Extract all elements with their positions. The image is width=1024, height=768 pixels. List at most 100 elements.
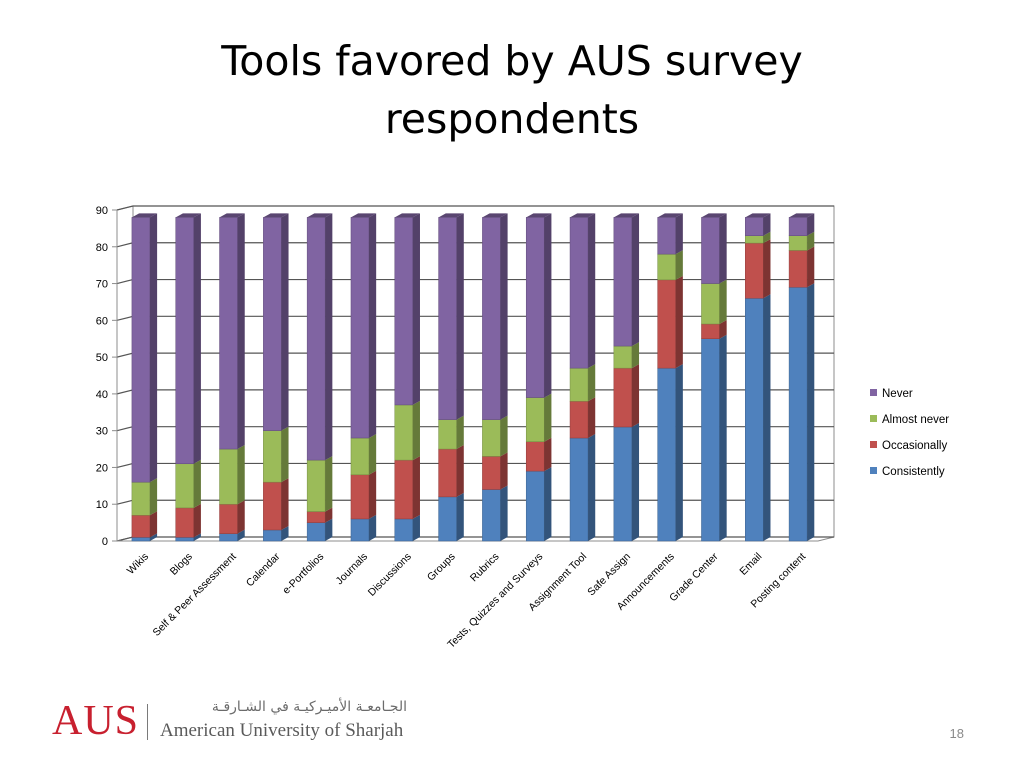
bar-never-7-side xyxy=(456,213,464,420)
bar-consistently-14-side xyxy=(763,294,771,541)
y-tick-label: 20 xyxy=(96,462,108,474)
bar-never-7 xyxy=(438,217,457,420)
bar-never-2-side xyxy=(237,213,245,450)
bar-almost-never-7 xyxy=(438,419,457,450)
bar-consistently-14 xyxy=(745,298,764,542)
bar-never-6-side xyxy=(412,213,420,405)
bar-almost-never-5-side xyxy=(368,434,377,475)
bar-almost-never-14 xyxy=(745,235,764,244)
slide-title-line-2: respondents xyxy=(384,95,640,143)
bar-top-11 xyxy=(613,213,640,218)
bar-occasionally-15 xyxy=(788,250,808,288)
x-category-label: Email xyxy=(737,551,764,578)
bar-never-13 xyxy=(701,217,720,284)
y-tick-label: 40 xyxy=(96,389,108,401)
slide-title: Tools favored by AUS survey respondents xyxy=(0,32,1024,148)
bar-never-0-side xyxy=(149,213,158,483)
x-category-label: Blogs xyxy=(168,551,195,578)
y-tick-label: 0 xyxy=(102,536,108,548)
bar-occasionally-9-side xyxy=(544,437,552,472)
bar-occasionally-2 xyxy=(219,503,238,534)
bar-occasionally-5 xyxy=(350,474,370,520)
bar-never-5-side xyxy=(368,213,377,439)
x-category-label: Safe Assign xyxy=(585,551,633,599)
bar-almost-never-12-side xyxy=(675,250,683,280)
bar-almost-never-8 xyxy=(482,419,501,457)
bar-top-10 xyxy=(570,213,596,218)
bar-top-7 xyxy=(438,213,464,218)
bar-consistently-13-side xyxy=(719,334,727,541)
bar-almost-never-11-side xyxy=(631,342,640,369)
bar-almost-never-2-side xyxy=(237,445,245,505)
bar-consistently-15 xyxy=(788,286,808,542)
bar-almost-never-6-side xyxy=(412,400,420,461)
bar-almost-never-0-side xyxy=(149,478,158,516)
legend-swatch-occasionally xyxy=(870,441,877,448)
bar-occasionally-3-side xyxy=(281,478,289,530)
bar-never-12 xyxy=(657,217,676,255)
bar-consistently-5 xyxy=(350,518,370,542)
bar-never-4 xyxy=(306,217,326,461)
bar-never-0 xyxy=(131,217,151,483)
bar-almost-never-11 xyxy=(613,345,633,369)
x-category-label: Calendar xyxy=(244,550,283,589)
bar-consistently-6 xyxy=(394,518,414,542)
y-tick-label: 50 xyxy=(96,352,108,364)
bar-never-14-side xyxy=(763,213,771,236)
bar-almost-never-4-side xyxy=(325,456,333,512)
bar-consistently-10 xyxy=(569,437,589,542)
bar-consistently-6-side xyxy=(412,514,420,541)
bar-consistently-8 xyxy=(482,489,501,542)
bar-top-1 xyxy=(175,213,201,218)
bar-consistently-11-side xyxy=(631,422,640,541)
bar-never-3 xyxy=(263,217,282,431)
bar-consistently-4-side xyxy=(325,518,333,541)
bar-consistently-5-side xyxy=(368,514,377,541)
x-category-label: Journals xyxy=(334,551,371,588)
bar-occasionally-1 xyxy=(175,507,194,538)
x-category-label: Rubrics xyxy=(468,551,502,585)
bar-almost-never-6 xyxy=(394,404,414,461)
bar-occasionally-13-side xyxy=(719,320,727,339)
y-tick-label: 30 xyxy=(96,426,108,438)
bar-never-6 xyxy=(394,217,414,406)
x-category-label: Discussions xyxy=(366,551,414,599)
y-tick-label: 80 xyxy=(96,242,108,254)
bar-occasionally-8 xyxy=(482,456,501,490)
bar-almost-never-9 xyxy=(525,397,545,442)
bar-occasionally-11 xyxy=(613,367,633,428)
bar-almost-never-13-side xyxy=(719,279,727,325)
bar-never-1-side xyxy=(193,213,201,464)
bar-never-8 xyxy=(482,217,501,420)
bar-almost-never-4 xyxy=(306,459,326,512)
bar-consistently-7 xyxy=(438,496,457,542)
bar-occasionally-12-side xyxy=(675,275,683,369)
bar-consistently-0-side xyxy=(149,533,158,541)
bar-occasionally-4-side xyxy=(325,507,333,523)
bar-almost-never-14-side xyxy=(763,231,771,244)
bar-consistently-2-side xyxy=(237,529,245,541)
bar-top-15 xyxy=(789,213,815,218)
bar-occasionally-7-side xyxy=(456,445,464,497)
bar-occasionally-4 xyxy=(306,511,326,523)
bar-never-9-side xyxy=(544,213,552,398)
bar-almost-never-5 xyxy=(350,437,370,476)
legend-swatch-never xyxy=(870,389,877,396)
bar-occasionally-12 xyxy=(657,279,676,369)
slide-title-line-1: Tools favored by AUS survey xyxy=(221,37,803,85)
bar-occasionally-10-side xyxy=(588,397,596,439)
bar-occasionally-10 xyxy=(569,400,589,439)
bar-occasionally-2-side xyxy=(237,500,245,534)
bar-consistently-9-side xyxy=(544,467,552,541)
bar-occasionally-0 xyxy=(131,515,151,538)
chart-side-wall xyxy=(116,205,134,542)
bar-consistently-10-side xyxy=(588,434,596,541)
bar-never-9 xyxy=(525,217,545,398)
y-tick-label: 10 xyxy=(96,499,108,511)
aus-logo: AUS الجـامعـة الأميـركيـة في الشـارقـة A… xyxy=(52,698,412,746)
bar-consistently-7-side xyxy=(456,492,464,541)
bar-occasionally-6-side xyxy=(412,456,420,519)
y-tick-label: 60 xyxy=(96,315,108,327)
bar-top-14 xyxy=(745,213,771,218)
